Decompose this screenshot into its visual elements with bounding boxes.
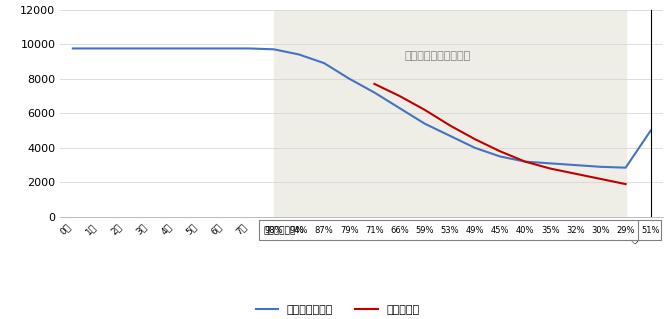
Text: 45%: 45%	[490, 226, 509, 235]
Text: 揚水発電残量%: 揚水発電残量%	[264, 226, 305, 235]
Text: 40%: 40%	[516, 226, 535, 235]
Text: 59%: 59%	[415, 226, 434, 235]
Text: 87%: 87%	[315, 226, 334, 235]
Text: 53%: 53%	[440, 226, 459, 235]
Text: 71%: 71%	[365, 226, 384, 235]
Text: 29%: 29%	[616, 226, 635, 235]
Text: 節電を要請した時間帯: 節電を要請した時間帯	[404, 51, 470, 61]
Text: 30%: 30%	[591, 226, 610, 235]
Text: 32%: 32%	[566, 226, 585, 235]
Text: 94%: 94%	[289, 226, 308, 235]
Text: 66%: 66%	[390, 226, 409, 235]
Text: 98%: 98%	[265, 226, 283, 235]
FancyBboxPatch shape	[259, 220, 661, 240]
Legend: 揚水発電可能量, 目標確保量: 揚水発電可能量, 目標確保量	[251, 300, 424, 319]
Text: 49%: 49%	[466, 226, 484, 235]
Bar	[274, 10, 626, 217]
Text: 79%: 79%	[340, 226, 358, 235]
Text: 35%: 35%	[541, 226, 559, 235]
Text: 51%: 51%	[641, 226, 660, 235]
